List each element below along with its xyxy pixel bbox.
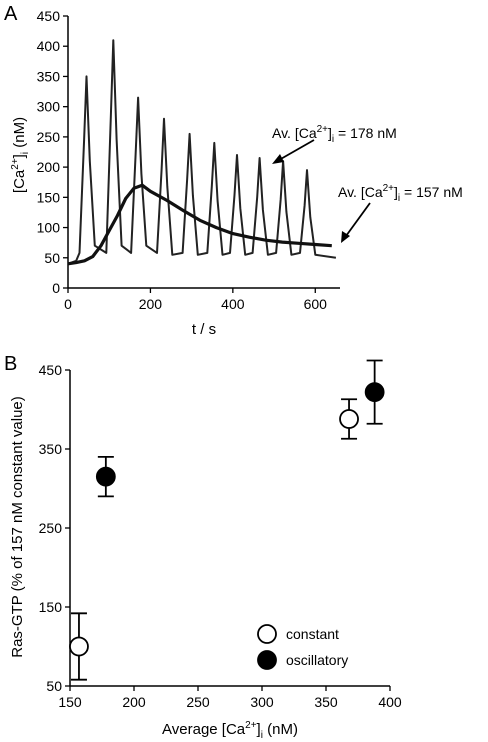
legend-label-oscillatory: oscillatory xyxy=(286,652,348,668)
point-constant xyxy=(339,398,359,440)
point-constant xyxy=(69,612,89,681)
panel-a-axes xyxy=(67,16,340,289)
panel-a-ytick-label: 250 xyxy=(37,129,61,145)
panel-b: B Ras-GTP (% of 157 nM constant value) 5… xyxy=(4,353,402,741)
point-oscillatory xyxy=(364,359,385,425)
legend-marker-constant xyxy=(257,624,277,644)
panel-a-xtick-label: 0 xyxy=(64,296,72,312)
panel-a: A [Ca2+]i (nM) 0 50 100 150 200 250 300 350 400 4… xyxy=(4,3,463,338)
panel-b-ytick-label: 150 xyxy=(39,599,63,615)
panel-a-xtick-label: 600 xyxy=(304,296,328,312)
panel-a-xtick-label: 400 xyxy=(221,296,245,312)
panel-a-ylabel: [Ca2+]i (nM) xyxy=(10,117,31,193)
panel-b-xtick-label: 400 xyxy=(378,694,402,710)
panel-b-ylabel: Ras-GTP (% of 157 nM constant value) xyxy=(9,396,26,658)
panel-b-letter: B xyxy=(4,353,17,375)
panel-b-legend: constant oscillatory xyxy=(257,624,348,670)
annotation-arrow-constant xyxy=(341,202,371,243)
panel-b-ytick-label: 450 xyxy=(39,362,63,378)
panel-b-series xyxy=(69,359,385,681)
panel-a-ytick-label: 450 xyxy=(37,8,61,24)
panel-b-xtick-label: 150 xyxy=(58,694,82,710)
panel-a-xlabel: t / s xyxy=(192,321,216,338)
panel-b-xtick-label: 200 xyxy=(122,694,146,710)
panel-a-ytick-label: 300 xyxy=(37,99,61,115)
panel-a-ytick-label: 150 xyxy=(37,189,61,205)
panel-a-ticks: 0 50 100 150 200 250 300 350 400 450 0 200 400 600 xyxy=(37,8,328,312)
legend-marker-oscillatory xyxy=(257,650,277,670)
marker-constant xyxy=(69,636,89,657)
marker-constant xyxy=(339,409,359,429)
panel-a-series xyxy=(67,39,337,266)
annotation-arrow-oscillatory xyxy=(272,139,315,164)
marker-oscillatory xyxy=(95,466,116,487)
panel-a-ytick-label: 400 xyxy=(37,38,61,54)
panel-b-xtick-label: 250 xyxy=(186,694,210,710)
marker-oscillatory xyxy=(364,382,385,403)
panel-a-letter: A xyxy=(4,3,18,25)
panel-a-ytick-label: 100 xyxy=(37,220,61,236)
panel-a-ytick-label: 200 xyxy=(37,159,61,175)
panel-a-xtick-label: 200 xyxy=(139,296,163,312)
panel-b-xlabel: Average [Ca2+]i (nM) xyxy=(162,720,298,741)
series-constant-trace xyxy=(67,183,332,266)
panel-b-xtick-label: 350 xyxy=(314,694,338,710)
panel-b-ytick-label: 250 xyxy=(39,520,63,536)
panel-a-ytick-label: 350 xyxy=(37,68,61,84)
panel-b-xtick-label: 300 xyxy=(250,694,274,710)
panel-b-ytick-label: 50 xyxy=(46,678,62,694)
point-oscillatory xyxy=(95,455,116,498)
panel-a-ytick-label: 50 xyxy=(44,250,60,266)
panel-a-ytick-label: 0 xyxy=(52,280,60,296)
annotation-constant-average: Av. [Ca2+]i = 157 nM xyxy=(338,183,463,204)
series-oscillatory-trace xyxy=(67,39,337,265)
legend-label-constant: constant xyxy=(286,626,339,642)
panel-b-ytick-label: 350 xyxy=(39,441,63,457)
annotation-oscillatory-average: Av. [Ca2+]i = 178 nM xyxy=(272,124,397,145)
